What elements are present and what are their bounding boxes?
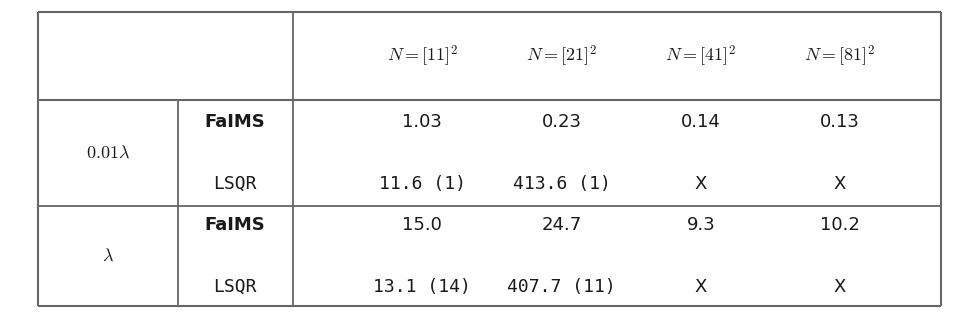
Text: 0.23: 0.23 — [541, 113, 582, 131]
Text: 0.13: 0.13 — [820, 113, 860, 131]
Text: 11.6 (1): 11.6 (1) — [379, 175, 466, 193]
Text: X: X — [834, 175, 846, 193]
Text: 1.03: 1.03 — [402, 113, 443, 131]
Text: 24.7: 24.7 — [541, 216, 582, 234]
Text: 15.0: 15.0 — [402, 216, 443, 234]
Text: 13.1 (14): 13.1 (14) — [373, 278, 471, 296]
Text: $N = [81]^2$: $N = [81]^2$ — [804, 44, 876, 69]
Text: FaIMS: FaIMS — [204, 216, 266, 234]
Text: X: X — [695, 278, 707, 296]
Text: 10.2: 10.2 — [820, 216, 860, 234]
Text: FaIMS: FaIMS — [204, 113, 266, 131]
Text: $N = [21]^2$: $N = [21]^2$ — [526, 44, 597, 69]
Text: $N = [41]^2$: $N = [41]^2$ — [665, 44, 736, 69]
Text: $N = [11]^2$: $N = [11]^2$ — [387, 44, 458, 69]
Text: $0.01\lambda$: $0.01\lambda$ — [86, 144, 130, 162]
Text: 0.14: 0.14 — [681, 113, 721, 131]
Text: X: X — [695, 175, 707, 193]
Text: $\lambda$: $\lambda$ — [102, 247, 114, 265]
Text: 9.3: 9.3 — [686, 216, 715, 234]
Text: 413.6 (1): 413.6 (1) — [513, 175, 611, 193]
Text: 407.7 (11): 407.7 (11) — [507, 278, 616, 296]
Text: X: X — [834, 278, 846, 296]
Text: LSQR: LSQR — [213, 175, 257, 193]
Text: LSQR: LSQR — [213, 278, 257, 296]
